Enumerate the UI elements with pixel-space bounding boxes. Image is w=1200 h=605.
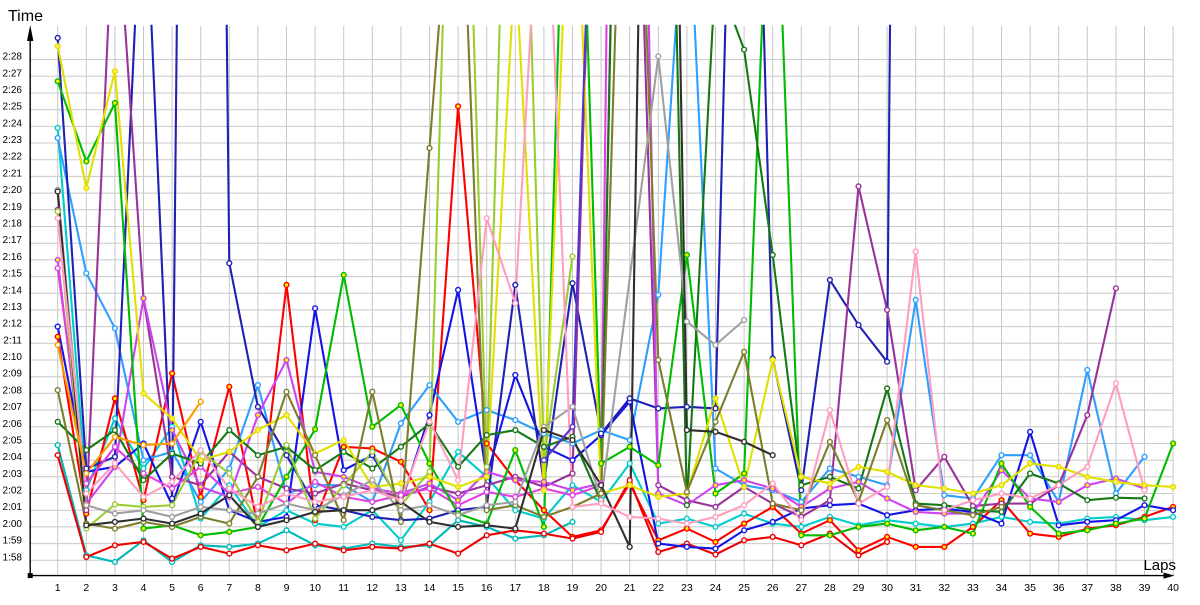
svg-text:30: 30 [881,582,893,594]
svg-text:2:04: 2:04 [3,452,23,463]
svg-text:7: 7 [226,582,232,594]
svg-text:5: 5 [169,582,175,594]
svg-text:2:00: 2:00 [3,519,23,530]
svg-text:39: 39 [1139,582,1151,594]
svg-text:32: 32 [938,582,950,594]
svg-text:25: 25 [738,582,750,594]
svg-text:Time: Time [8,8,43,25]
svg-text:2:19: 2:19 [3,202,23,213]
svg-text:27: 27 [795,582,807,594]
svg-text:8: 8 [255,582,261,594]
svg-text:22: 22 [652,582,664,594]
svg-text:2:16: 2:16 [3,252,23,263]
svg-text:2:03: 2:03 [3,469,23,480]
svg-text:9: 9 [284,582,290,594]
svg-text:20: 20 [595,582,607,594]
svg-text:13: 13 [395,582,407,594]
svg-text:2:17: 2:17 [3,235,23,246]
svg-text:28: 28 [824,582,836,594]
svg-text:2:02: 2:02 [3,486,23,497]
svg-text:2:14: 2:14 [3,285,23,296]
svg-text:36: 36 [1053,582,1065,594]
svg-text:2:12: 2:12 [3,319,23,330]
svg-text:35: 35 [1024,582,1036,594]
svg-text:10: 10 [309,582,321,594]
svg-text:15: 15 [452,582,464,594]
svg-text:4: 4 [141,582,147,594]
svg-text:2:13: 2:13 [3,302,23,313]
svg-text:1: 1 [55,582,61,594]
svg-text:2:01: 2:01 [3,502,23,513]
svg-text:2:24: 2:24 [3,118,23,129]
svg-text:2:25: 2:25 [3,102,23,113]
svg-text:26: 26 [767,582,779,594]
svg-text:6: 6 [198,582,204,594]
svg-text:17: 17 [509,582,521,594]
svg-text:11: 11 [338,582,349,594]
svg-text:3: 3 [112,582,118,594]
svg-text:1:58: 1:58 [3,552,23,563]
svg-text:2:08: 2:08 [3,385,23,396]
svg-text:29: 29 [853,582,865,594]
svg-text:2:07: 2:07 [3,402,23,413]
svg-text:19: 19 [567,582,579,594]
svg-text:40: 40 [1167,582,1179,594]
svg-text:16: 16 [481,582,493,594]
svg-text:2:20: 2:20 [3,185,23,196]
svg-text:33: 33 [967,582,979,594]
svg-text:2:18: 2:18 [3,219,23,230]
svg-text:21: 21 [624,582,636,594]
svg-text:37: 37 [1081,582,1093,594]
svg-text:2:09: 2:09 [3,369,23,380]
svg-text:2:27: 2:27 [3,68,23,79]
svg-text:2:28: 2:28 [3,52,23,63]
svg-text:2:22: 2:22 [3,152,23,163]
svg-text:24: 24 [710,582,722,594]
svg-text:1:59: 1:59 [3,536,23,547]
svg-text:2: 2 [83,582,89,594]
svg-text:2:21: 2:21 [3,168,23,179]
svg-text:2:15: 2:15 [3,269,23,280]
svg-text:18: 18 [538,582,550,594]
svg-text:2:06: 2:06 [3,419,23,430]
svg-text:2:26: 2:26 [3,85,23,96]
svg-text:14: 14 [424,582,436,594]
svg-text:2:05: 2:05 [3,436,23,447]
svg-text:2:10: 2:10 [3,352,23,363]
svg-text:Laps: Laps [1143,557,1176,574]
svg-text:2:23: 2:23 [3,135,23,146]
svg-text:34: 34 [996,582,1008,594]
svg-text:23: 23 [681,582,693,594]
svg-text:2:11: 2:11 [3,335,22,346]
svg-text:31: 31 [910,582,922,594]
svg-text:38: 38 [1110,582,1122,594]
svg-text:12: 12 [366,582,378,594]
